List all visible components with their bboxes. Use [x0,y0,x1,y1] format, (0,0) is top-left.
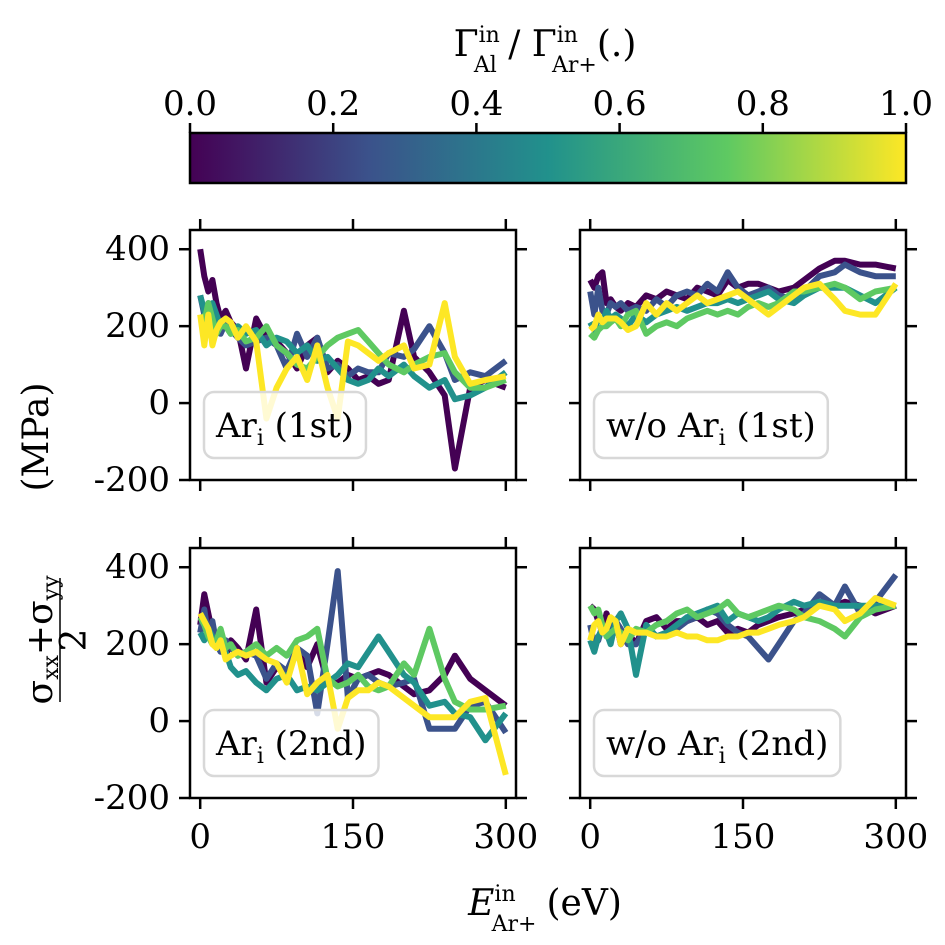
panel-label: w/o Ari (2nd) [606,724,828,769]
series-line-5 [588,280,899,333]
panel-label: w/o Ari (1st) [606,406,816,451]
colorbar-tick-label: 1.0 [879,84,933,124]
series-group [197,568,509,776]
y-axis-label: σxx+σyy 2 [20,575,95,705]
series-line-3 [587,598,896,678]
series-line-2 [587,261,896,318]
panel-label-box [202,708,380,778]
panel-4: 0 150 300 w/o Ari (2nd) [569,537,928,857]
series-group [587,573,899,678]
panel-label-box [202,390,368,460]
y-tick-label: -200 [94,460,170,500]
series-line-5 [197,300,507,422]
ylabel-frac-num: σ [20,680,61,705]
panel-label: Ari (1st) [215,406,354,451]
y-tick-label: 400 [105,229,170,269]
y-tick-label: 0 [148,383,170,423]
series-line-4 [588,280,897,341]
colorbar-label: Γin Al / Γin Ar+(.) [454,23,637,78]
colorbar-tick-label: 0.4 [449,84,503,124]
x-axis-label: Ein Ar+(eV) [467,882,622,937]
x-tick-label: 0 [579,817,601,857]
panel-2: w/o Ari (1st) [569,219,917,491]
ylabel-unit: (MPa) [16,382,57,491]
y-tick-label: 0 [148,701,170,741]
x-tick-label: 0 [189,817,211,857]
colorbar: Γin Al / Γin Ar+(.) 0.0 0.2 0.4 0.6 0.8 1.0 [163,23,933,185]
series-line-4 [197,615,507,713]
panels: -200 0 200 400 Ari (1st) w/o Ari (1st) -200 0 20… [94,219,928,857]
series-group [197,248,508,472]
y-axis-unit: (MPa) [16,382,57,491]
series-group [587,257,899,341]
series-line-4 [587,598,897,644]
y-tick-label: 200 [105,624,170,664]
x-tick-label: 150 [321,817,386,857]
colorbar-tick-label: 0.0 [163,84,217,124]
y-tick-label: 200 [105,306,170,346]
panel-3: -200 0 200 400 0 150 300 Ari (2nd) [94,537,538,857]
panel-label-box [592,390,830,460]
colorbar-tick-label: 0.8 [736,84,790,124]
colorbar-gradient [188,131,908,185]
series-line-2 [197,294,508,383]
x-tick-label: 300 [473,817,538,857]
series-line-5 [587,595,897,648]
y-tick-label: -200 [94,778,170,818]
panel-label-box [592,708,842,778]
ylabel-frac-den: 2 [54,629,95,652]
series-line-5 [197,611,509,776]
x-tick-label: 300 [863,817,928,857]
x-tick-label: 150 [711,817,776,857]
colorbar-ticks: 0.0 0.2 0.4 0.6 0.8 1.0 [163,84,933,133]
panel-label: Ari (2nd) [215,724,367,769]
y-tick-label: 400 [105,547,170,587]
colorbar-tick-label: 0.6 [593,84,647,124]
panel-1: -200 0 200 400 Ari (1st) [94,219,527,500]
colorbar-tick-label: 0.2 [306,84,360,124]
